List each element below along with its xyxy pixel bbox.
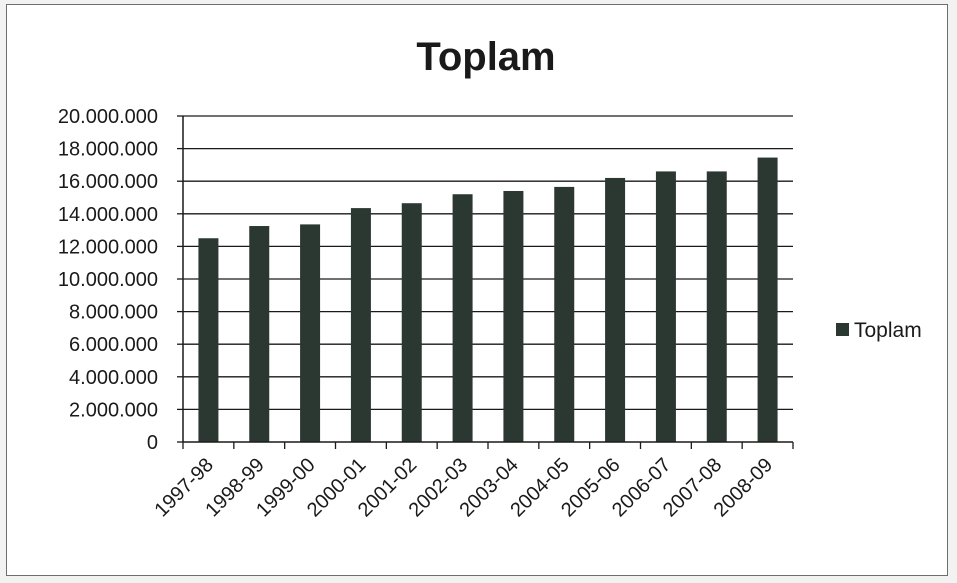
bar-2007-08 bbox=[706, 171, 727, 443]
legend-swatch bbox=[836, 323, 849, 336]
y-tick-label: 4.000.000 bbox=[69, 367, 158, 389]
legend: Toplam bbox=[836, 319, 922, 342]
y-tick-label: 8.000.000 bbox=[69, 302, 158, 324]
bar-2006-07 bbox=[655, 171, 676, 443]
bar-1997-98 bbox=[198, 238, 219, 442]
y-tick-label: 16.000.000 bbox=[58, 171, 158, 193]
legend-label: Toplam bbox=[854, 319, 922, 342]
y-tick-label: 14.000.000 bbox=[58, 204, 158, 226]
bar-2001-02 bbox=[401, 203, 422, 442]
x-tick-labels: 1997-981998-991999-002000-012001-022002-… bbox=[150, 454, 777, 521]
chart-title: Toplam bbox=[416, 35, 555, 79]
y-tick-label: 12.000.000 bbox=[58, 236, 158, 258]
bar-2002-03 bbox=[452, 194, 473, 442]
y-tick-label: 20.000.000 bbox=[58, 106, 158, 128]
axes bbox=[182, 116, 794, 449]
bar-2005-06 bbox=[605, 177, 626, 442]
y-tick-label: 6.000.000 bbox=[69, 334, 158, 356]
y-tick-label: 0 bbox=[147, 432, 158, 454]
bars-group bbox=[198, 157, 778, 443]
gridlines bbox=[177, 115, 793, 443]
y-tick-label: 18.000.000 bbox=[58, 139, 158, 161]
bar-2004-05 bbox=[554, 186, 575, 442]
y-tick-label: 10.000.000 bbox=[58, 269, 158, 291]
y-tick-label: 2.000.000 bbox=[69, 399, 158, 421]
bar-1998-99 bbox=[249, 226, 270, 442]
bar-1999-00 bbox=[300, 224, 321, 442]
bar-2000-01 bbox=[350, 208, 371, 442]
bar-2003-04 bbox=[503, 190, 524, 442]
chart-frame bbox=[6, 4, 948, 576]
bar-2008-09 bbox=[757, 157, 778, 442]
y-tick-labels: 0 2.000.000 4.000.000 6.000.000 8.000.000 10.… bbox=[58, 106, 158, 454]
